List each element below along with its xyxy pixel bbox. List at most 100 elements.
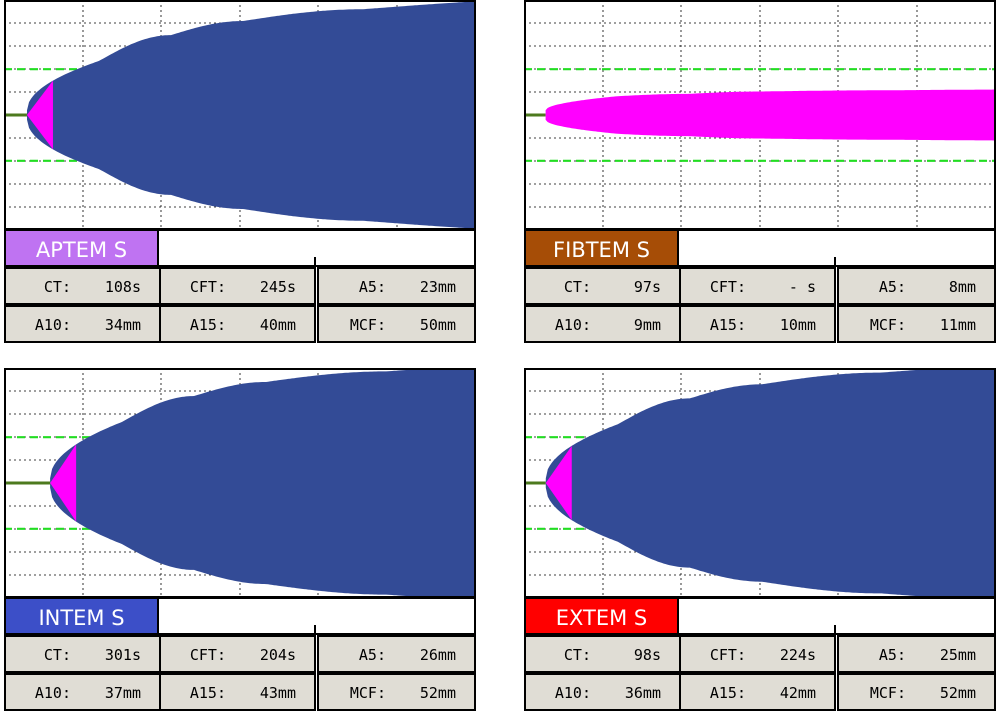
param-value: 108s — [104, 278, 141, 296]
param-key: A15: — [189, 316, 226, 334]
param-value: 98s — [633, 646, 661, 664]
parameter-table: CT: 108s CFT: 245s A5: 23mm A10: 34mm A15: 40… — [4, 267, 476, 343]
param-key: MCF: — [869, 316, 906, 334]
assay-label: FIBTEM S — [524, 229, 679, 267]
param-cft: CFT: - s — [679, 267, 836, 305]
param-value: 97s — [633, 278, 661, 296]
param-key: A10: — [34, 316, 71, 334]
param-key: MCF: — [349, 684, 386, 702]
param-a5: A5: 25mm — [837, 635, 996, 673]
label-row: EXTEM S — [524, 597, 996, 637]
param-ct: CT: 98s — [524, 635, 681, 673]
clot-formation-wedge — [545, 445, 572, 521]
param-key: A5: — [878, 278, 906, 296]
param-value: 36mm — [624, 684, 661, 702]
param-a5: A5: 8mm — [837, 267, 996, 305]
assay-label: INTEM S — [4, 597, 159, 635]
param-value: 25mm — [939, 646, 976, 664]
clot-amplitude-area — [50, 368, 476, 597]
param-a5: A5: 23mm — [317, 267, 476, 305]
clot-amplitude-area — [545, 89, 996, 141]
param-key: CT: — [43, 646, 71, 664]
param-value: 224s — [779, 646, 816, 664]
param-a15: A15: 40mm — [159, 305, 316, 343]
assay-label: EXTEM S — [524, 597, 679, 635]
param-key: CT: — [563, 278, 591, 296]
rotem-panel-aptem: APTEM S CT: 108s CFT: 245s A5: 23mm A10: 34m… — [4, 0, 476, 345]
param-value: 301s — [104, 646, 141, 664]
parameter-table: CT: 301s CFT: 204s A5: 26mm A10: 37mm A15: 43… — [4, 635, 476, 711]
rotem-panel-fibtem: FIBTEM S CT: 97s CFT: - s A5: 8mm A10: 9mm A… — [524, 0, 996, 345]
label-row-blank — [159, 597, 476, 637]
label-row-blank — [679, 229, 996, 269]
param-a5: A5: 26mm — [317, 635, 476, 673]
param-value: 40mm — [259, 316, 296, 334]
param-ct: CT: 97s — [524, 267, 681, 305]
param-value: 52mm — [939, 684, 976, 702]
param-key: CFT: — [709, 646, 746, 664]
param-key: A5: — [358, 646, 386, 664]
clot-formation-wedge — [26, 80, 53, 150]
param-value: 23mm — [419, 278, 456, 296]
param-mcf: MCF: 11mm — [837, 305, 996, 343]
label-row: APTEM S — [4, 229, 476, 269]
param-key: CFT: — [189, 278, 226, 296]
param-value: - s — [788, 278, 816, 296]
parameter-table: CT: 98s CFT: 224s A5: 25mm A10: 36mm A15: 42m… — [524, 635, 996, 711]
param-mcf: MCF: 52mm — [837, 673, 996, 711]
label-row: INTEM S — [4, 597, 476, 637]
temogram-chart — [524, 368, 996, 597]
rotem-panel-extem: EXTEM S CT: 98s CFT: 224s A5: 25mm A10: 36mm… — [524, 368, 996, 713]
param-value: 245s — [259, 278, 296, 296]
clot-amplitude-area — [26, 1, 476, 229]
param-ct: CT: 108s — [4, 267, 161, 305]
param-key: A10: — [34, 684, 71, 702]
param-key: A10: — [554, 684, 591, 702]
param-cft: CFT: 245s — [159, 267, 316, 305]
param-key: CFT: — [189, 646, 226, 664]
param-key: MCF: — [349, 316, 386, 334]
temogram-chart — [4, 368, 476, 597]
param-mcf: MCF: 50mm — [317, 305, 476, 343]
param-value: 34mm — [104, 316, 141, 334]
label-row-blank — [679, 597, 996, 637]
clot-formation-wedge — [50, 444, 77, 522]
param-a10: A10: 9mm — [524, 305, 681, 343]
param-a15: A15: 43mm — [159, 673, 316, 711]
param-key: A15: — [709, 684, 746, 702]
param-a15: A15: 42mm — [679, 673, 836, 711]
parameter-table: CT: 97s CFT: - s A5: 8mm A10: 9mm A15: 10mm M… — [524, 267, 996, 343]
param-key: A5: — [878, 646, 906, 664]
param-value: 37mm — [104, 684, 141, 702]
param-key: CFT: — [709, 278, 746, 296]
temogram-chart — [4, 0, 476, 229]
param-ct: CT: 301s — [4, 635, 161, 673]
param-key: A15: — [709, 316, 746, 334]
param-value: 42mm — [779, 684, 816, 702]
param-value: 26mm — [419, 646, 456, 664]
param-key: CT: — [43, 278, 71, 296]
clot-amplitude-area — [545, 368, 996, 597]
param-value: 204s — [259, 646, 296, 664]
param-value: 43mm — [259, 684, 296, 702]
param-key: CT: — [563, 646, 591, 664]
temogram-chart — [524, 0, 996, 229]
param-value: 52mm — [419, 684, 456, 702]
param-a10: A10: 37mm — [4, 673, 161, 711]
plot-frame — [524, 0, 996, 229]
param-value: 50mm — [419, 316, 456, 334]
param-value: 10mm — [779, 316, 816, 334]
label-row: FIBTEM S — [524, 229, 996, 269]
plot-frame — [4, 368, 476, 597]
param-a15: A15: 10mm — [679, 305, 836, 343]
param-key: A5: — [358, 278, 386, 296]
param-key: A10: — [554, 316, 591, 334]
param-value: 9mm — [633, 316, 661, 334]
param-cft: CFT: 224s — [679, 635, 836, 673]
param-a10: A10: 34mm — [4, 305, 161, 343]
param-key: MCF: — [869, 684, 906, 702]
plot-frame — [524, 368, 996, 597]
param-value: 8mm — [948, 278, 976, 296]
plot-frame — [4, 0, 476, 229]
param-mcf: MCF: 52mm — [317, 673, 476, 711]
